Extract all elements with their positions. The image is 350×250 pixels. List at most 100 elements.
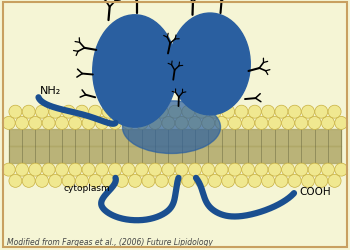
Circle shape xyxy=(288,106,301,119)
Circle shape xyxy=(228,164,242,176)
Circle shape xyxy=(262,175,275,188)
Circle shape xyxy=(275,175,288,188)
Circle shape xyxy=(116,175,128,188)
Text: cytoplasm: cytoplasm xyxy=(63,183,110,192)
Circle shape xyxy=(175,117,188,130)
Circle shape xyxy=(169,175,182,188)
Circle shape xyxy=(241,164,255,176)
Circle shape xyxy=(195,175,208,188)
Bar xyxy=(9,130,341,147)
Circle shape xyxy=(281,164,295,176)
Circle shape xyxy=(209,106,222,119)
Text: NH₂: NH₂ xyxy=(40,86,62,96)
Circle shape xyxy=(328,106,341,119)
Circle shape xyxy=(102,106,115,119)
Circle shape xyxy=(129,175,141,188)
Circle shape xyxy=(295,117,308,130)
Circle shape xyxy=(36,106,49,119)
Circle shape xyxy=(315,106,328,119)
Circle shape xyxy=(162,117,175,130)
Circle shape xyxy=(195,106,208,119)
Circle shape xyxy=(268,164,281,176)
Circle shape xyxy=(62,106,75,119)
Circle shape xyxy=(255,164,268,176)
Circle shape xyxy=(202,117,215,130)
Text: Modified from Fargeas et al., (2006) Future Lipidology: Modified from Fargeas et al., (2006) Fut… xyxy=(7,237,213,246)
Circle shape xyxy=(49,175,62,188)
Circle shape xyxy=(9,175,22,188)
Circle shape xyxy=(268,117,281,130)
Circle shape xyxy=(36,175,49,188)
Circle shape xyxy=(335,117,348,130)
Circle shape xyxy=(248,175,261,188)
Circle shape xyxy=(69,164,82,176)
Circle shape xyxy=(69,117,82,130)
Circle shape xyxy=(102,175,115,188)
Circle shape xyxy=(295,164,308,176)
Circle shape xyxy=(308,117,321,130)
Circle shape xyxy=(148,164,161,176)
Circle shape xyxy=(255,117,268,130)
Ellipse shape xyxy=(93,16,177,128)
Circle shape xyxy=(95,117,108,130)
Circle shape xyxy=(315,175,328,188)
Circle shape xyxy=(82,164,95,176)
Circle shape xyxy=(222,175,235,188)
Circle shape xyxy=(148,117,161,130)
Circle shape xyxy=(155,175,168,188)
Bar xyxy=(9,147,341,164)
Circle shape xyxy=(89,106,102,119)
Circle shape xyxy=(335,164,348,176)
Circle shape xyxy=(29,164,42,176)
Circle shape xyxy=(82,117,95,130)
Circle shape xyxy=(109,164,122,176)
Ellipse shape xyxy=(170,14,250,116)
Circle shape xyxy=(95,164,108,176)
Circle shape xyxy=(42,164,55,176)
Circle shape xyxy=(228,117,242,130)
Circle shape xyxy=(29,117,42,130)
Circle shape xyxy=(209,175,222,188)
Circle shape xyxy=(202,164,215,176)
Circle shape xyxy=(235,106,248,119)
Circle shape xyxy=(322,117,335,130)
Circle shape xyxy=(182,106,195,119)
Circle shape xyxy=(162,164,175,176)
Circle shape xyxy=(248,106,261,119)
Circle shape xyxy=(215,117,228,130)
Circle shape xyxy=(55,117,68,130)
Circle shape xyxy=(235,175,248,188)
Circle shape xyxy=(142,106,155,119)
Circle shape xyxy=(109,117,122,130)
Circle shape xyxy=(122,117,135,130)
Circle shape xyxy=(322,164,335,176)
Circle shape xyxy=(16,164,28,176)
Circle shape xyxy=(281,117,295,130)
Circle shape xyxy=(76,106,88,119)
Circle shape xyxy=(222,106,235,119)
Circle shape xyxy=(142,175,155,188)
Circle shape xyxy=(129,106,141,119)
Circle shape xyxy=(22,106,35,119)
Circle shape xyxy=(116,106,128,119)
Circle shape xyxy=(9,106,22,119)
Circle shape xyxy=(2,117,15,130)
Circle shape xyxy=(189,164,202,176)
Circle shape xyxy=(301,175,315,188)
Circle shape xyxy=(215,164,228,176)
Circle shape xyxy=(155,106,168,119)
Circle shape xyxy=(182,175,195,188)
Circle shape xyxy=(169,106,182,119)
Circle shape xyxy=(55,164,68,176)
Circle shape xyxy=(308,164,321,176)
Circle shape xyxy=(2,164,15,176)
Circle shape xyxy=(189,117,202,130)
Circle shape xyxy=(122,164,135,176)
Ellipse shape xyxy=(122,102,220,154)
Circle shape xyxy=(288,175,301,188)
Circle shape xyxy=(22,175,35,188)
Circle shape xyxy=(275,106,288,119)
Circle shape xyxy=(76,175,88,188)
Circle shape xyxy=(42,117,55,130)
Circle shape xyxy=(175,164,188,176)
